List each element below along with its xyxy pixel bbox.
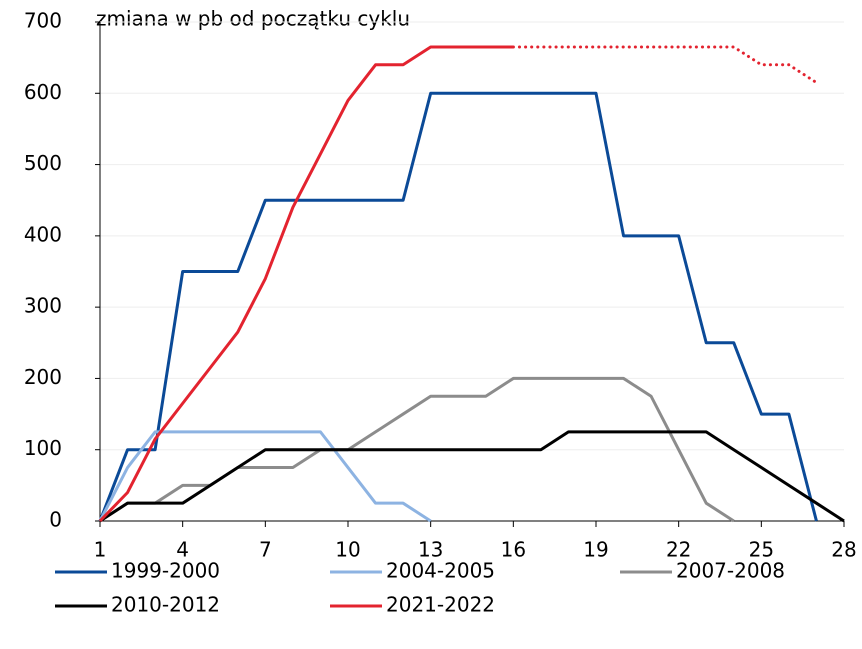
legend-label: 2021-2022 [386,593,495,617]
y-tick-label: 600 [24,80,62,104]
y-tick-label: 0 [49,508,62,532]
series-line [98,430,432,523]
y-tick-label: 700 [24,9,62,33]
series-line [511,45,818,85]
series-line [98,45,514,523]
x-tick-label: 25 [749,538,774,562]
x-tick-label: 16 [501,538,526,562]
x-tick-label: 10 [335,538,360,562]
legend-label: 2004-2005 [386,559,495,583]
x-tick-label: 19 [583,538,608,562]
y-tick-label: 400 [24,222,62,246]
legend-label: 2010-2012 [111,593,220,617]
legend-label: 2007-2008 [676,559,785,583]
y-tick-label: 200 [24,365,62,389]
y-tick-label: 300 [24,294,62,318]
series-line [99,430,845,523]
x-tick-label: 1 [94,538,107,562]
series-line [98,91,818,522]
y-tick-label: 100 [24,436,62,460]
y-axis-label: zmiana w pb od początku cyklu [96,7,410,31]
legend-label: 1999-2000 [111,559,220,583]
x-tick-label: 13 [418,538,443,562]
x-tick-label: 7 [259,538,272,562]
y-tick-label: 500 [24,151,62,175]
x-tick-label: 22 [666,538,691,562]
series-line [99,376,735,523]
x-tick-label: 4 [176,538,189,562]
x-tick-label: 28 [831,538,856,562]
